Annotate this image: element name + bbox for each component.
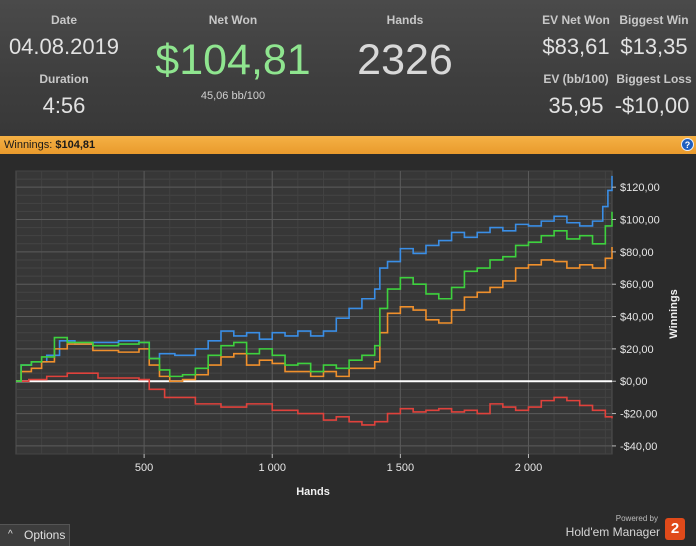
- biggest-loss-value: -$10,00: [614, 93, 690, 118]
- x-tick-label: 500: [135, 462, 153, 474]
- options-label: Options: [24, 528, 66, 542]
- y-axis-ticks: $120,00 $100,00 $80,00 $60,00 $40,00 $20,00 $0…: [612, 182, 660, 453]
- date-value: 04.08.2019: [8, 34, 120, 59]
- series-line-non-showdown: [16, 372, 613, 426]
- ev-net-won-label: EV Net Won: [542, 13, 610, 27]
- chevron-up-icon: ^: [8, 529, 13, 540]
- x-axis-label: Hands: [296, 486, 330, 498]
- y-tick-label: $60,00: [620, 279, 654, 291]
- ev-bb100-label: EV (bb/100): [543, 72, 609, 86]
- series-line-all-in-ev: [16, 247, 613, 383]
- x-tick-label: 1 500: [387, 462, 415, 474]
- stats-panel: Date 04.08.2019 Duration 4:56 Net Won $1…: [0, 0, 696, 136]
- brand-name: Hold'em Manager: [565, 525, 660, 539]
- y-tick-label: $40,00: [620, 312, 654, 324]
- x-axis-ticks: 500 1 000 1 500 2 000: [135, 454, 542, 474]
- options-button[interactable]: ^ Options: [0, 524, 70, 546]
- duration-value: 4:56: [42, 93, 86, 118]
- hands-value: 2326: [357, 36, 453, 84]
- y-tick-label: $100,00: [620, 215, 660, 227]
- y-tick-label: -$40,00: [620, 441, 657, 453]
- biggest-win-value: $13,35: [620, 34, 688, 59]
- powered-by-text: Powered by: [615, 514, 658, 523]
- series-layer: [16, 175, 613, 426]
- brand-logo: 2: [665, 518, 685, 540]
- winnings-amount: $104,81: [55, 139, 96, 151]
- ev-net-won-value: $83,61: [542, 34, 610, 59]
- winnings-chart: $120,00 $100,00 $80,00 $60,00 $40,00 $20,00 $0…: [0, 154, 696, 524]
- biggest-win-label: Biggest Win: [619, 13, 689, 27]
- hands-label: Hands: [386, 13, 424, 27]
- date-label: Date: [50, 13, 77, 27]
- biggest-loss-label: Biggest Loss: [616, 72, 692, 86]
- question-icon[interactable]: ?: [681, 138, 694, 151]
- winnings-bar: Winnings: $104,81 ?: [0, 136, 696, 154]
- y-tick-label: $0,00: [620, 376, 648, 388]
- y-axis-label: Winnings: [668, 289, 680, 338]
- grid-lines: [16, 170, 612, 455]
- y-tick-label: $20,00: [620, 344, 654, 356]
- y-tick-label: -$20,00: [620, 409, 657, 421]
- y-tick-label: $80,00: [620, 247, 654, 259]
- duration-label: Duration: [39, 72, 89, 86]
- netwon-label: Net Won: [208, 13, 258, 27]
- x-tick-label: 2 000: [515, 462, 543, 474]
- y-tick-label: $120,00: [620, 182, 660, 194]
- ev-bb100-value: 35,95: [548, 93, 604, 118]
- netwon-value: $104,81: [155, 36, 311, 84]
- x-tick-label: 1 000: [258, 462, 286, 474]
- netwon-bb100: 45,06 bb/100: [200, 90, 266, 102]
- winnings-label: Winnings:: [4, 139, 53, 151]
- plot-area: [15, 170, 613, 455]
- winnings-summary: Winnings: $104,81: [4, 136, 95, 154]
- series-line-net-won: [16, 211, 613, 383]
